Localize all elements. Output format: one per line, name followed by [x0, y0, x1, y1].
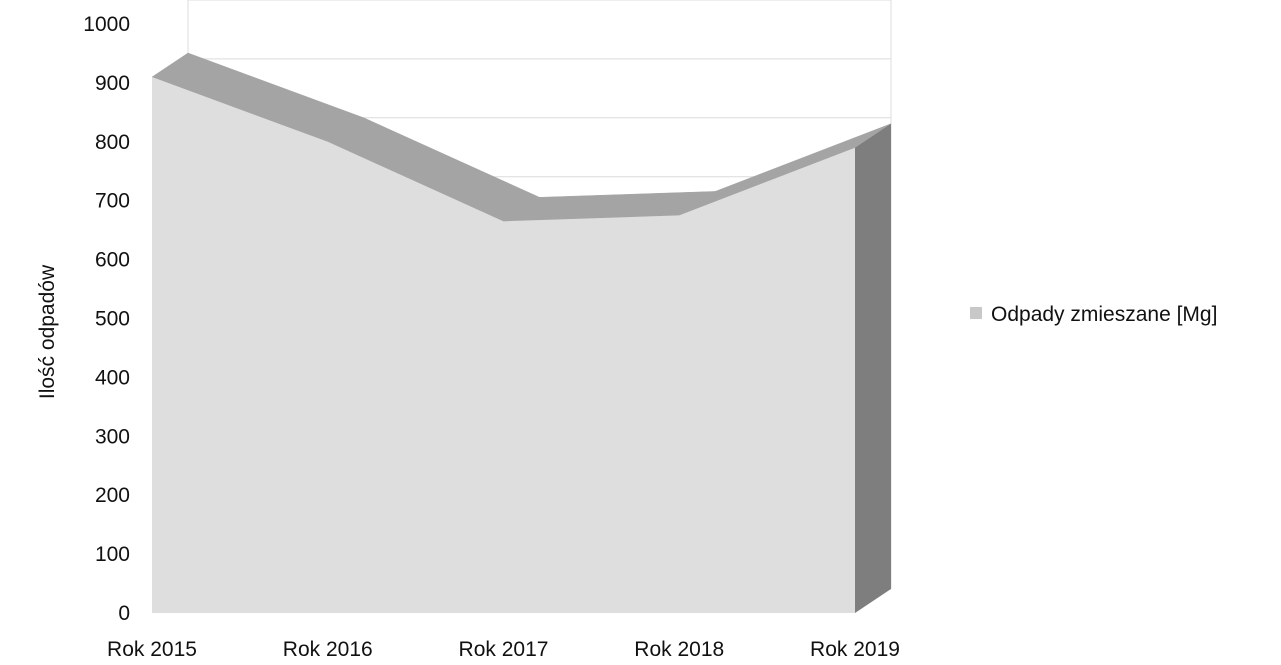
y-tick-label: 200 — [95, 484, 130, 507]
y-tick-label: 800 — [95, 131, 130, 154]
y-tick-label: 100 — [95, 543, 130, 566]
y-tick-label: 1000 — [83, 13, 130, 36]
y-tick-label: 600 — [95, 249, 130, 272]
y-axis-title: Ilość odpadów — [36, 264, 59, 399]
legend-item-label: Odpady zmieszane [Mg] — [991, 303, 1217, 326]
y-tick-label: 400 — [95, 366, 130, 389]
x-axis-ticks: Rok 2015 Rok 2016 Rok 2017 Rok 2018 Rok 2019 — [107, 638, 900, 661]
area-side-face — [855, 123, 891, 613]
y-tick-label: 300 — [95, 425, 130, 448]
y-tick-label: 900 — [95, 72, 130, 95]
y-tick-label: 500 — [95, 308, 130, 331]
x-tick-label: Rok 2018 — [634, 638, 724, 661]
legend: Odpady zmieszane [Mg] — [970, 303, 1217, 326]
x-tick-label: Rok 2019 — [810, 638, 900, 661]
x-tick-label: Rok 2016 — [283, 638, 373, 661]
x-tick-label: Rok 2015 — [107, 638, 197, 661]
x-tick-label: Rok 2017 — [459, 638, 549, 661]
y-tick-label: 700 — [95, 190, 130, 213]
y-axis-ticks: 0 100 200 300 400 500 600 700 800 900 1000 — [83, 13, 130, 625]
area-faces — [151, 52, 892, 613]
legend-swatch — [970, 307, 982, 319]
area-front-face — [152, 77, 855, 613]
y-tick-label: 0 — [118, 602, 130, 625]
